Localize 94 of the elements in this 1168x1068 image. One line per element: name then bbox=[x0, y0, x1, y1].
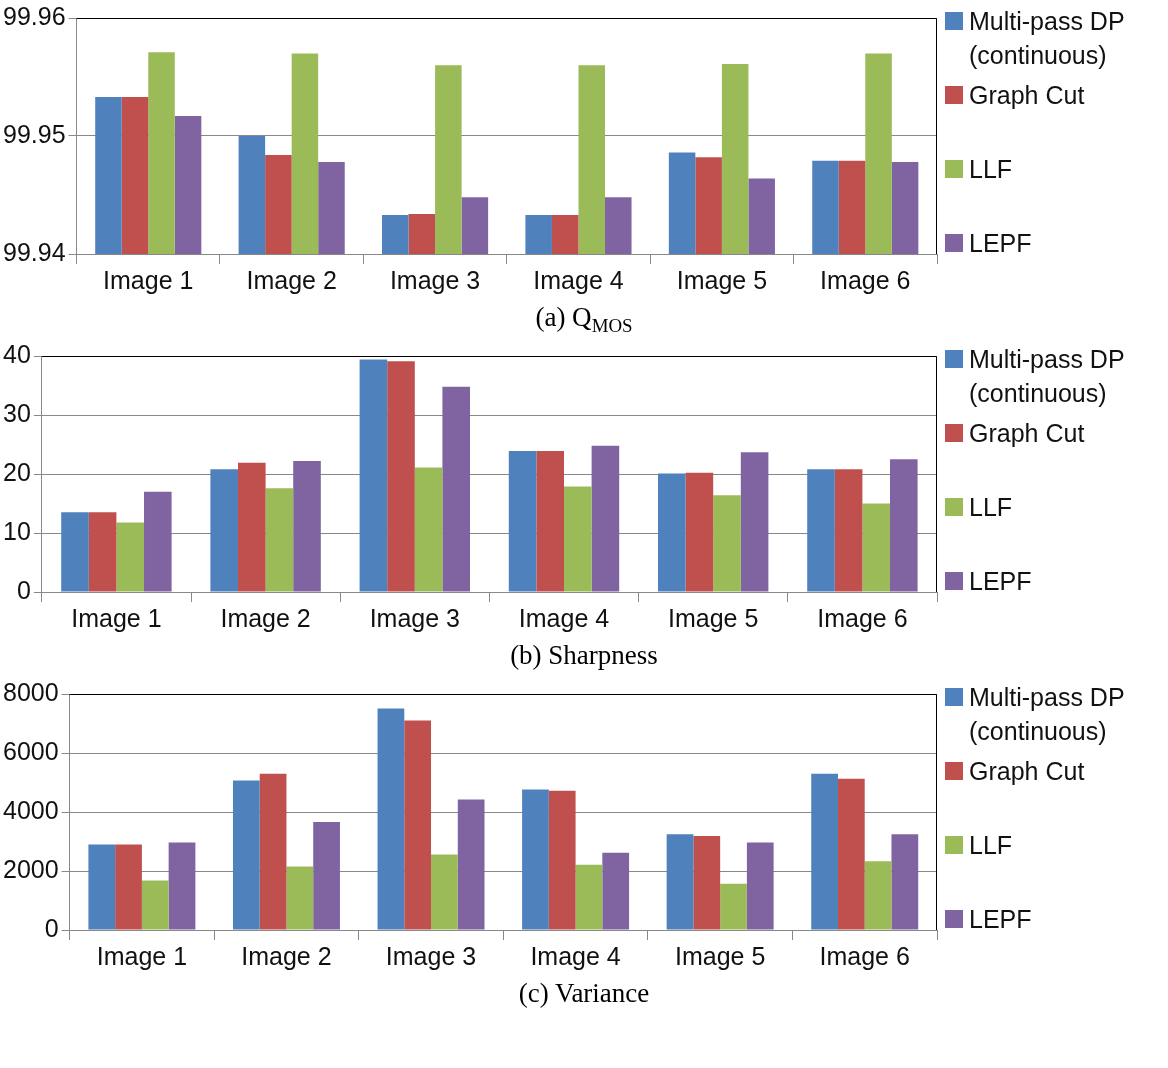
bar bbox=[508, 450, 537, 592]
x-tick-label: Image 4 bbox=[530, 941, 621, 970]
y-tick-label: 0 bbox=[44, 913, 59, 942]
legend-label: LLF bbox=[969, 492, 1013, 523]
y-tick-label: 99.96 bbox=[3, 1, 66, 30]
y-tick-label: 20 bbox=[3, 457, 31, 486]
y-tick-label: 8000 bbox=[2, 677, 59, 706]
y-tick-label: 0 bbox=[16, 575, 31, 604]
legend-label: LEPF bbox=[969, 904, 1032, 935]
x-tick-label: Image 3 bbox=[385, 941, 477, 970]
x-tick-label: Image 1 bbox=[71, 603, 162, 632]
x-tick-label: Image 3 bbox=[389, 265, 481, 294]
bar bbox=[404, 720, 432, 930]
x-tick-label: Image 2 bbox=[241, 941, 332, 970]
y-tick-label: 99.94 bbox=[3, 237, 66, 266]
y-tick-label: 6000 bbox=[2, 736, 59, 765]
bar bbox=[61, 512, 89, 592]
bar bbox=[141, 880, 169, 930]
bar bbox=[115, 844, 142, 930]
bar bbox=[658, 473, 686, 592]
text: (a) Q$_{MOS}$ bbox=[534, 301, 634, 338]
legend-label: LEPF bbox=[969, 566, 1032, 597]
bar bbox=[811, 773, 838, 930]
bar bbox=[88, 512, 117, 592]
bar bbox=[265, 488, 294, 592]
x-tick-label: Image 5 bbox=[674, 941, 766, 970]
x-tick-label: Image 3 bbox=[369, 603, 460, 632]
text: (c) Variance bbox=[517, 977, 651, 1010]
legend-label: Multi-pass DP (continuous) bbox=[969, 344, 1126, 409]
bar bbox=[834, 469, 863, 592]
legend-label: Multi-pass DP (continuous) bbox=[969, 6, 1126, 71]
x-tick-label: Image 4 bbox=[518, 603, 610, 632]
bar bbox=[685, 472, 714, 592]
y-tick-label: 10 bbox=[3, 516, 31, 545]
x-tick-label: Image 1 bbox=[103, 265, 194, 294]
bar bbox=[890, 459, 918, 592]
legend-label: Graph Cut bbox=[969, 80, 1085, 111]
bar bbox=[602, 852, 630, 930]
bar bbox=[548, 790, 576, 930]
x-tick-label: Image 2 bbox=[246, 265, 337, 294]
y-tick-label: 99.95 bbox=[3, 119, 66, 148]
x-tick-label: Image 2 bbox=[220, 603, 311, 632]
legend-label: LLF bbox=[969, 154, 1013, 185]
x-tick-label: Image 1 bbox=[96, 941, 188, 970]
bar bbox=[359, 359, 388, 592]
bar bbox=[286, 866, 314, 930]
x-tick-label: Image 6 bbox=[819, 941, 910, 970]
x-tick-label: Image 5 bbox=[676, 265, 768, 294]
legend-label: Graph Cut bbox=[969, 756, 1085, 787]
bar bbox=[144, 491, 172, 592]
y-tick-label: 40 bbox=[3, 339, 31, 368]
bar bbox=[259, 773, 287, 930]
bar bbox=[807, 469, 835, 592]
bar bbox=[168, 842, 196, 930]
bar bbox=[864, 861, 892, 930]
x-tick-label: Image 6 bbox=[817, 603, 908, 632]
bar bbox=[522, 789, 549, 930]
bar bbox=[210, 469, 238, 592]
legend-label: LLF bbox=[969, 830, 1013, 861]
bar bbox=[740, 452, 769, 592]
bar bbox=[238, 462, 266, 592]
bar bbox=[442, 386, 471, 592]
text: (b) Sharpness bbox=[509, 639, 659, 672]
bar bbox=[293, 461, 321, 592]
bar bbox=[746, 842, 774, 930]
y-tick-label: 30 bbox=[3, 398, 31, 427]
bar bbox=[536, 450, 564, 592]
x-tick-label: Image 4 bbox=[533, 265, 624, 294]
bar bbox=[713, 495, 741, 592]
bar bbox=[414, 467, 443, 592]
bar bbox=[575, 864, 603, 930]
bar bbox=[431, 854, 458, 930]
legend-label: Multi-pass DP (continuous) bbox=[969, 682, 1126, 747]
bar bbox=[387, 361, 415, 592]
bar bbox=[891, 834, 919, 930]
bar bbox=[88, 844, 116, 930]
bar bbox=[720, 883, 747, 930]
bar bbox=[313, 822, 340, 930]
bar bbox=[232, 780, 260, 930]
bar bbox=[666, 834, 694, 930]
bar bbox=[862, 503, 890, 592]
bar bbox=[837, 778, 865, 930]
bar bbox=[591, 445, 620, 592]
x-tick-label: Image 5 bbox=[668, 603, 759, 632]
legend-label: Graph Cut bbox=[969, 418, 1085, 449]
bar bbox=[116, 522, 145, 592]
bar bbox=[457, 799, 485, 930]
x-tick-label: Image 6 bbox=[820, 265, 911, 294]
bar bbox=[377, 708, 405, 930]
bar bbox=[693, 835, 721, 930]
y-tick-label: 4000 bbox=[2, 795, 59, 824]
y-tick-label: 2000 bbox=[2, 854, 59, 883]
legend-label: LEPF bbox=[969, 228, 1032, 259]
bar bbox=[564, 486, 592, 592]
